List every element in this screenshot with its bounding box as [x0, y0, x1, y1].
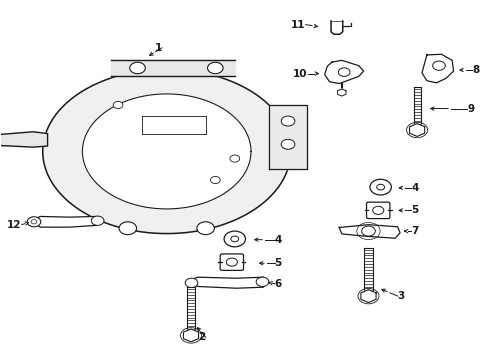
Text: 12: 12	[7, 220, 22, 230]
Circle shape	[281, 139, 294, 149]
Circle shape	[113, 102, 122, 109]
Circle shape	[229, 155, 239, 162]
Text: 10: 10	[293, 68, 307, 78]
Circle shape	[357, 288, 378, 304]
Polygon shape	[82, 94, 250, 209]
Text: 9: 9	[466, 104, 473, 113]
FancyBboxPatch shape	[220, 254, 243, 270]
Circle shape	[361, 226, 374, 236]
Circle shape	[281, 116, 294, 126]
Circle shape	[129, 62, 145, 74]
Text: 4: 4	[274, 235, 282, 245]
Circle shape	[226, 258, 237, 266]
Circle shape	[207, 62, 223, 74]
Circle shape	[210, 176, 220, 184]
Circle shape	[256, 277, 268, 287]
Polygon shape	[324, 60, 363, 84]
Text: 5: 5	[274, 258, 281, 268]
Text: 11: 11	[291, 19, 305, 30]
Circle shape	[31, 220, 37, 224]
Circle shape	[185, 278, 198, 288]
Polygon shape	[0, 132, 47, 147]
Text: 4: 4	[410, 183, 418, 193]
Polygon shape	[421, 54, 453, 83]
Text: 2: 2	[198, 332, 205, 342]
Text: 6: 6	[274, 279, 281, 289]
Text: 5: 5	[410, 205, 418, 215]
FancyBboxPatch shape	[366, 202, 389, 219]
Circle shape	[372, 206, 383, 215]
Circle shape	[119, 222, 136, 235]
Text: 1: 1	[154, 43, 162, 53]
Polygon shape	[268, 105, 307, 169]
Circle shape	[369, 179, 390, 195]
Circle shape	[197, 222, 214, 235]
Circle shape	[91, 216, 104, 225]
Circle shape	[338, 68, 349, 76]
Circle shape	[230, 236, 238, 242]
Polygon shape	[183, 329, 198, 342]
Circle shape	[27, 217, 41, 227]
Circle shape	[432, 61, 445, 70]
Circle shape	[224, 231, 245, 247]
Polygon shape	[339, 225, 399, 238]
Text: 7: 7	[410, 226, 418, 236]
Polygon shape	[360, 290, 375, 302]
Text: 3: 3	[397, 291, 404, 301]
Polygon shape	[337, 89, 345, 96]
Circle shape	[406, 122, 427, 138]
Polygon shape	[42, 69, 290, 234]
Polygon shape	[408, 123, 424, 136]
Polygon shape	[188, 277, 265, 288]
Circle shape	[376, 184, 384, 190]
Polygon shape	[30, 216, 101, 227]
Polygon shape	[111, 60, 234, 76]
Circle shape	[180, 328, 201, 343]
Text: 8: 8	[471, 65, 478, 75]
